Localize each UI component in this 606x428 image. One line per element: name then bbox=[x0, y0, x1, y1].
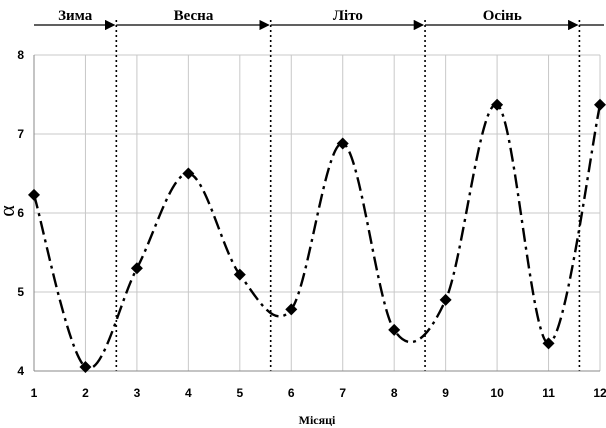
data-point-marker bbox=[388, 323, 401, 336]
y-tick-label: 7 bbox=[17, 127, 24, 141]
data-point-marker bbox=[542, 337, 555, 350]
data-point-marker bbox=[182, 167, 195, 180]
x-tick-label: 3 bbox=[134, 386, 141, 400]
data-point-marker bbox=[285, 303, 298, 316]
data-point-marker bbox=[491, 98, 504, 111]
season-label: Літо bbox=[333, 8, 363, 24]
x-tick-label: 2 bbox=[82, 386, 89, 400]
x-tick-label: 7 bbox=[339, 386, 346, 400]
x-tick-label: 9 bbox=[442, 386, 449, 400]
y-tick-label: 5 bbox=[17, 285, 24, 299]
x-tick-label: 8 bbox=[391, 386, 398, 400]
x-tick-label: 11 bbox=[542, 386, 555, 400]
x-tick-label: 6 bbox=[288, 386, 295, 400]
x-tick-label: 10 bbox=[490, 386, 504, 400]
data-point-marker bbox=[79, 361, 92, 374]
data-point-marker bbox=[130, 262, 143, 275]
x-tick-label: 1 bbox=[31, 386, 38, 400]
data-point-marker bbox=[594, 98, 606, 111]
data-point-marker bbox=[28, 188, 40, 201]
season-label: Зима bbox=[58, 8, 93, 24]
series-line bbox=[32, 103, 602, 370]
season-label: Осінь bbox=[483, 8, 522, 24]
y-tick-label: 4 bbox=[17, 364, 24, 378]
x-axis-title: Місяці bbox=[299, 413, 336, 427]
x-tick-label: 12 bbox=[593, 386, 606, 400]
x-tick-label: 5 bbox=[236, 386, 243, 400]
data-point-marker bbox=[336, 137, 349, 150]
x-tick-label: 4 bbox=[185, 386, 192, 400]
y-axis-title: α bbox=[0, 205, 19, 217]
y-tick-label: 8 bbox=[17, 48, 24, 62]
y-tick-label: 6 bbox=[17, 206, 24, 220]
data-point-marker bbox=[233, 268, 246, 281]
season-label: Весна bbox=[174, 8, 214, 24]
data-point-marker bbox=[439, 293, 452, 306]
